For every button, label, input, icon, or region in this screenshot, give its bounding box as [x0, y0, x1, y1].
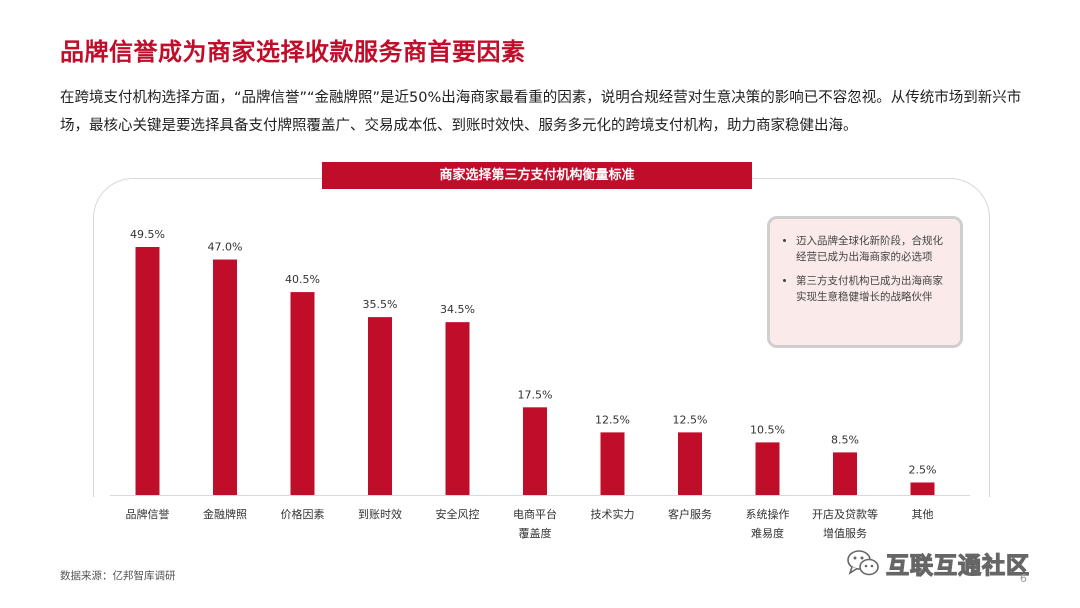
category-label: 技术实力 — [591, 507, 635, 521]
watermark: 互联互通社区 — [846, 547, 1030, 580]
data-label: 12.5% — [673, 413, 708, 426]
data-label: 12.5% — [595, 413, 630, 426]
category-label: 到账时效 — [358, 507, 402, 521]
callout-item: 迈入品牌全球化新阶段，合规化经营已成为出海商家的必选项 — [796, 233, 946, 265]
page-number: 6 — [1020, 572, 1027, 585]
callout-box: 迈入品牌全球化新阶段，合规化经营已成为出海商家的必选项 第三方支付机构已成为出海… — [767, 216, 963, 348]
bar-6 — [523, 407, 547, 495]
category-label: 金融牌照 — [203, 507, 247, 521]
bar-5 — [445, 322, 470, 495]
data-label: 35.5% — [363, 298, 398, 311]
watermark-text: 互联互通社区 — [885, 552, 1030, 579]
bar-4 — [368, 317, 392, 495]
category-label: 增值服务 — [823, 526, 867, 540]
chart-title: 商家选择第三方支付机构衡量标准 — [322, 162, 752, 189]
category-label: 客户服务 — [668, 507, 712, 521]
data-label: 17.5% — [518, 388, 553, 401]
category-label: 开店及贷款等 — [812, 507, 878, 521]
page-subtitle: 在跨境支付机构选择方面，“品牌信誉”“金融牌照”是近50%出海商家最看重的因素，… — [60, 90, 1022, 134]
category-label: 其他 — [912, 508, 934, 521]
bar-8 — [678, 432, 702, 495]
category-label: 价格因素 — [281, 507, 325, 521]
category-label: 系统操作 — [746, 507, 790, 521]
data-label: 2.5% — [909, 463, 937, 476]
category-label: 安全风控 — [436, 507, 480, 521]
bar-7 — [600, 432, 625, 495]
data-label: 10.5% — [750, 423, 785, 436]
page-title: 品牌信誉成为商家选择收款服务商首要因素 — [60, 38, 526, 66]
data-label: 49.5% — [130, 228, 165, 241]
data-source: 数据来源：亿邦智库调研 — [60, 570, 176, 582]
bar-1 — [135, 247, 160, 495]
category-label: 电商平台 — [513, 507, 557, 521]
data-label: 8.5% — [831, 433, 859, 446]
data-label: 40.5% — [285, 273, 320, 286]
category-label: 品牌信誉 — [126, 507, 170, 521]
bar-10 — [833, 452, 857, 495]
wechat-icon — [847, 550, 879, 576]
bar-2 — [213, 259, 237, 495]
data-label: 47.0% — [208, 241, 243, 254]
callout-item: 第三方支付机构已成为出海商家实现生意稳健增长的战略伙伴 — [796, 273, 946, 305]
bar-3 — [290, 292, 315, 495]
bar-9 — [755, 442, 780, 495]
bar-11 — [910, 482, 935, 495]
category-label: 难易度 — [751, 526, 784, 540]
data-label: 34.5% — [440, 303, 475, 316]
category-label: 覆盖度 — [519, 526, 552, 540]
